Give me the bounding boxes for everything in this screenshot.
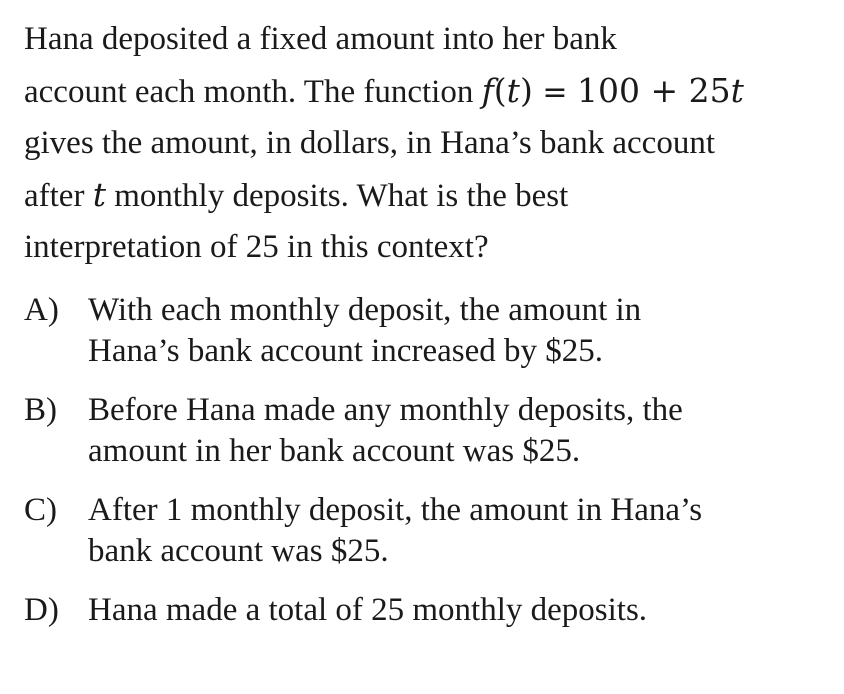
question-stem: Hana deposited a fixed amount into her b… [24,14,824,273]
expression-constant: 100 + 25 [577,71,731,110]
choice-letter: C) [24,492,57,528]
choice-letter: A) [24,292,59,328]
paren-close: ) [519,71,533,110]
question-line: after t monthly deposits. What is the be… [24,169,824,222]
choice-line: With each monthly deposit, the amount in [88,292,642,328]
answer-choices: A) With each monthly deposit, the amount… [24,290,824,649]
function-name: f [481,71,494,110]
choice-line: Hana made a total of 25 monthly deposits… [88,592,648,628]
function-expression: f(t) = 100 + 25t [482,71,744,110]
choice-line: bank account was $25. [88,533,389,569]
question-text: monthly deposits. What is the best [105,178,569,214]
choice-text: After 1 monthly deposit, the amount in H… [88,490,702,572]
choice-line: After 1 monthly deposit, the amount in H… [88,492,703,528]
question-line: interpretation of 25 in this context? [24,229,489,265]
question-text: after [24,178,93,214]
equals-sign: = [532,75,578,110]
choice-text: With each monthly deposit, the amount in… [88,290,641,372]
choice-line: Before Hana made any monthly deposits, t… [88,392,683,428]
choice-line: Hana’s bank account increased by $25. [88,333,603,369]
choice-a[interactable]: A) With each monthly deposit, the amount… [24,290,824,372]
function-variable: t [506,71,520,110]
paren-open: ( [493,71,507,110]
variable-t: t [92,175,106,214]
question-line: gives the amount, in dollars, in Hana’s … [24,125,716,161]
choice-text: Hana made a total of 25 monthly deposits… [88,590,647,631]
choice-d[interactable]: D) Hana made a total of 25 monthly depos… [24,590,824,631]
choice-b[interactable]: B) Before Hana made any monthly deposits… [24,390,824,472]
question-line: account each month. The function f(t) = … [24,65,824,118]
question-line: Hana deposited a fixed amount into her b… [24,21,617,57]
choice-line: amount in her bank account was $25. [88,433,581,469]
choice-letter: B) [24,392,57,428]
expression-variable: t [730,71,744,110]
choice-text: Before Hana made any monthly deposits, t… [88,390,683,472]
choice-c[interactable]: C) After 1 monthly deposit, the amount i… [24,490,824,572]
choice-letter: D) [24,592,59,628]
question-text: account each month. The function [24,74,482,110]
